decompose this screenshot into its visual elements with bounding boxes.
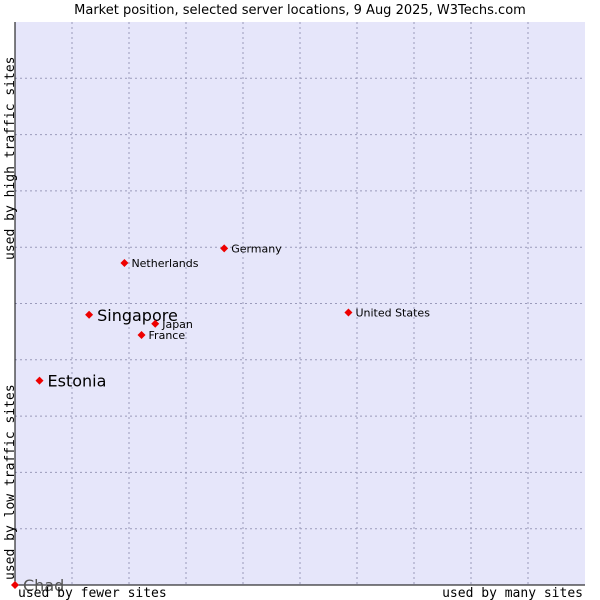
point-france: France <box>137 329 186 342</box>
point-marker-germany <box>220 244 229 253</box>
point-marker-france <box>137 331 146 340</box>
point-chad: Chad <box>11 576 64 595</box>
x-axis-label-left: used by fewer sites <box>18 586 167 600</box>
point-label-united-states: United States <box>355 307 430 320</box>
point-marker-netherlands <box>120 258 129 267</box>
point-label-chad: Chad <box>23 576 64 595</box>
data-points: Chad Estonia Singapore Netherlands JapanFran… <box>11 242 430 595</box>
y-axis-label-top: used by high traffic sites <box>3 57 18 261</box>
grid-lines <box>15 22 585 585</box>
point-germany: Germany <box>220 242 282 255</box>
point-marker-united-states <box>344 308 353 317</box>
y-axis-label-bottom: used by low traffic sites <box>3 384 18 580</box>
point-label-france: France <box>149 329 186 342</box>
point-label-singapore: Singapore <box>97 306 178 325</box>
x-axis-label-right: used by many sites <box>442 586 583 600</box>
point-estonia: Estonia <box>35 372 107 391</box>
point-label-germany: Germany <box>231 242 282 255</box>
point-japan: Japan <box>151 318 193 331</box>
point-united-states: United States <box>344 307 430 320</box>
point-marker-singapore <box>85 310 94 319</box>
point-marker-estonia <box>35 376 44 385</box>
point-marker-japan <box>151 319 160 328</box>
point-label-estonia: Estonia <box>48 372 107 391</box>
axes <box>14 22 585 586</box>
point-label-japan: Japan <box>161 318 193 331</box>
point-marker-chad <box>11 581 19 589</box>
point-netherlands: Netherlands <box>120 257 199 270</box>
point-singapore: Singapore <box>85 306 178 325</box>
point-label-netherlands: Netherlands <box>131 257 198 270</box>
chart-title: Market position, selected server locatio… <box>74 3 526 18</box>
